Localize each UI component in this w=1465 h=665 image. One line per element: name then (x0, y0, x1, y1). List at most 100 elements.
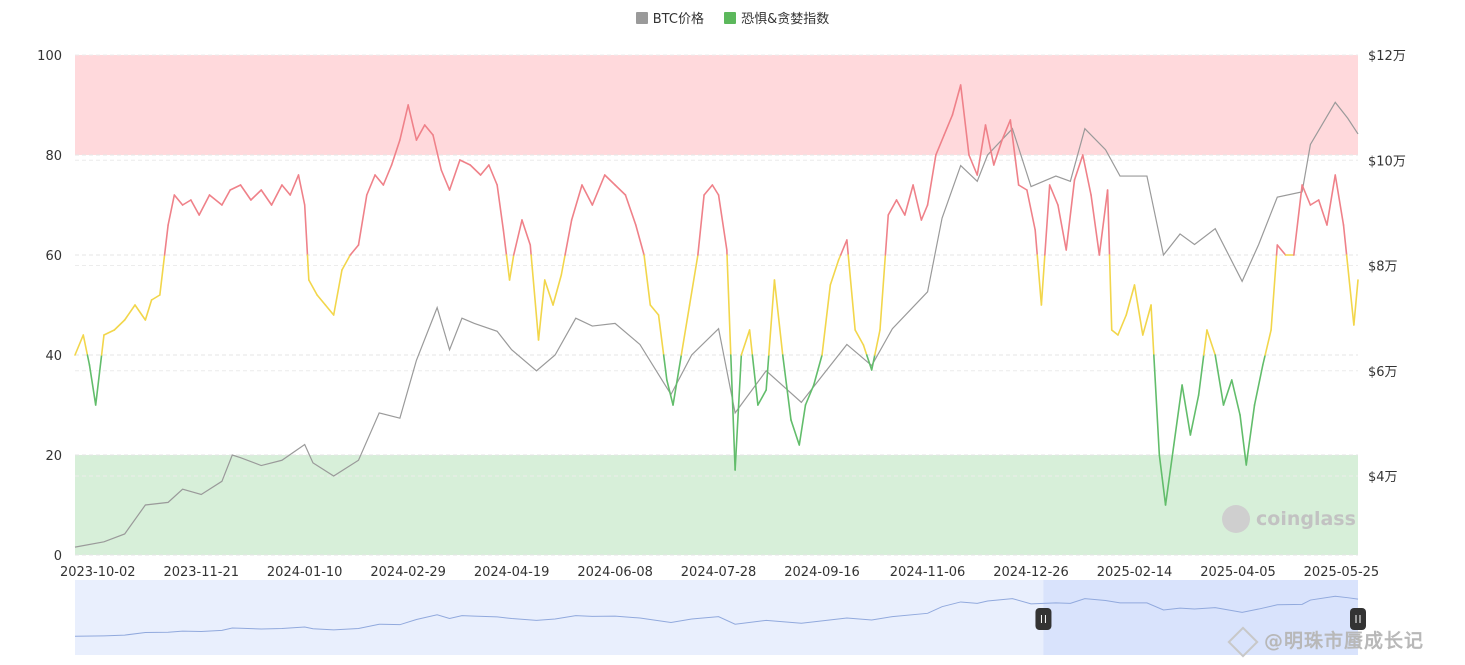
fng-segment (1293, 184, 1303, 256)
x-tick-label: 2024-04-19 (474, 565, 550, 580)
x-tick-label: 2024-07-28 (681, 565, 757, 580)
fng-segment (821, 284, 832, 356)
fng-segment (992, 139, 1003, 166)
legend-label-btc: BTC价格 (652, 12, 704, 27)
navigator-handle-right[interactable] (1350, 608, 1366, 630)
fng-segment (959, 84, 970, 156)
fng-segment (208, 194, 223, 206)
fng-segment (1270, 254, 1278, 331)
fng-segment (870, 354, 876, 371)
fng-segment (1317, 199, 1328, 226)
fng-segment (163, 224, 169, 256)
fng-segment (603, 174, 616, 186)
x-tick-label: 2023-10-02 (60, 565, 136, 580)
fng-segment (508, 254, 515, 281)
fng-segment (643, 254, 652, 306)
btc-price-line (74, 101, 1359, 548)
fng-segment (757, 389, 767, 406)
fng-segment (812, 354, 823, 386)
fng-segment (879, 254, 887, 331)
navigator-handle-left[interactable] (1035, 608, 1052, 630)
fng-segment (1125, 284, 1136, 316)
x-tick-label: 2024-11-06 (890, 565, 966, 580)
fng-segment (847, 254, 856, 331)
zone-fear (75, 455, 1358, 555)
fng-segment (1117, 314, 1128, 336)
fng-segment (1073, 154, 1084, 181)
fng-segment (1189, 394, 1200, 436)
fng-segment (943, 114, 954, 136)
fng-segment (798, 404, 807, 446)
fng-segment (920, 204, 929, 221)
fng-segment (614, 184, 627, 196)
fng-segment (1034, 229, 1039, 256)
fng-segment (1009, 119, 1020, 186)
zones-layer (75, 55, 1358, 555)
series-layer (74, 84, 1359, 548)
fng-segment (88, 364, 97, 406)
fng-segment (103, 329, 116, 336)
fng-segment (530, 254, 540, 341)
fng-segment (390, 139, 401, 166)
fng-segment (1048, 184, 1059, 206)
fng-segment (1202, 329, 1208, 356)
fng-segment (198, 194, 211, 216)
fng-segment (1222, 379, 1233, 406)
fng-segment (935, 134, 945, 156)
fng-segment (448, 159, 461, 191)
legend-swatch-btc (635, 11, 648, 24)
fng-segment (1036, 254, 1043, 306)
fng-segment (297, 174, 306, 206)
legend: BTC价格 恐惧&贪婪指数 (0, 8, 1465, 28)
fng-segment (281, 184, 292, 196)
fng-segment (1353, 279, 1359, 326)
fng-segment (666, 379, 674, 406)
fng-segment (711, 184, 720, 196)
fng-segment (190, 199, 200, 216)
fng-segment (365, 174, 376, 196)
fng-segment (790, 419, 801, 446)
fng-segment (316, 294, 327, 306)
fng-segment (895, 199, 906, 216)
legend-item-btc[interactable]: BTC价格 (635, 8, 704, 27)
fng-segment (751, 354, 759, 406)
fng-segment (1141, 304, 1152, 336)
x-tick-label: 2024-12-26 (993, 565, 1069, 580)
fng-segment (144, 299, 153, 321)
fng-segment (1181, 384, 1192, 436)
fng-segment (662, 354, 668, 381)
y-right-tick-label: $10万 (1368, 154, 1406, 169)
fng-segment (570, 184, 583, 221)
fng-segment (521, 219, 532, 246)
fng-segment (173, 194, 184, 206)
fng-segment (341, 254, 352, 271)
fng-segment (765, 354, 770, 391)
navigator[interactable] (74, 580, 1366, 655)
fng-segment (150, 294, 161, 301)
fng-segment (688, 254, 699, 306)
fng-segment (1110, 329, 1119, 336)
x-tick-label: 2024-02-29 (370, 565, 446, 580)
fng-segment (657, 314, 665, 356)
fng-segment (862, 344, 868, 356)
fng-segment (968, 154, 979, 176)
fng-segment (512, 219, 523, 256)
y-right-tick-label: $12万 (1368, 49, 1406, 64)
fng-segment (767, 279, 776, 356)
legend-item-fng[interactable]: 恐惧&贪婪指数 (724, 8, 829, 27)
fng-segment (1262, 354, 1266, 366)
fng-segment (1345, 254, 1349, 266)
fng-segment (123, 304, 136, 321)
fng-segment (717, 194, 728, 251)
fng-segment (159, 254, 166, 296)
fng-segment (332, 269, 343, 316)
fng-segment (537, 279, 546, 341)
fng-segment (649, 304, 660, 316)
fng-segment (1150, 304, 1155, 356)
x-tick-label: 2023-11-21 (163, 565, 239, 580)
fng-segment (926, 154, 937, 206)
fng-segment (839, 239, 848, 256)
fng-segment (887, 199, 898, 216)
